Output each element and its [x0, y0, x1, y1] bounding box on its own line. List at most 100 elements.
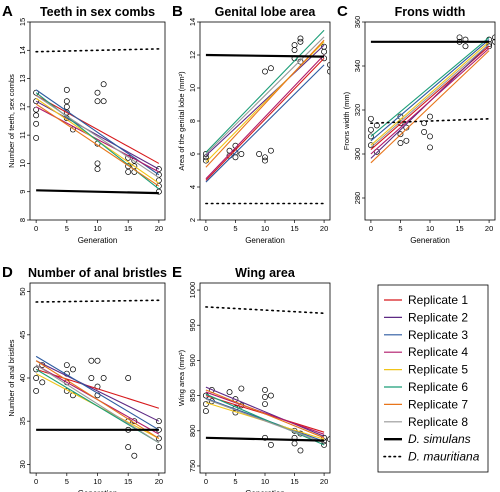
y-tick-label: 340 [353, 60, 362, 73]
mauritiana-line [370, 118, 490, 124]
panel-e: E Wing area 0 5 10 15 20 750 800 850 900 950 1000 Gen… [172, 264, 331, 492]
plot-area [33, 299, 162, 459]
replicate-4-line [205, 54, 325, 180]
x-tick-label: 5 [233, 477, 237, 486]
x-tick-label: 15 [290, 477, 298, 486]
replicate-7-line [370, 50, 490, 164]
replicate-2-line [205, 386, 325, 437]
y-tick-label: 45 [18, 331, 27, 339]
replicate-7-line [35, 360, 160, 439]
replicate-8-line [35, 95, 160, 179]
data-point [327, 436, 330, 443]
data-point [492, 38, 495, 45]
data-point [262, 394, 268, 400]
data-point [262, 434, 268, 441]
data-point [100, 81, 107, 88]
data-point [155, 444, 162, 451]
y-tick-label: 35 [18, 417, 27, 425]
y-axis-label: Frons width (mm) [342, 91, 351, 150]
data-point [94, 98, 101, 105]
replicate-6-line [35, 92, 160, 190]
panel-c: C Frons width 0 5 10 15 20 280 300 320 340 360 Gener… [337, 3, 496, 245]
replicate-2-line [35, 360, 160, 422]
y-tick-label: 320 [353, 104, 362, 117]
data-point [427, 133, 433, 140]
panel-a: A Teeth in sex combs 0 5 10 15 20 8 9 10 11 12 13 14 1… [2, 3, 166, 245]
data-point [33, 388, 40, 394]
legend-label: Replicate 2 [408, 310, 468, 324]
data-point [33, 375, 40, 381]
replicate-2-line [205, 44, 325, 157]
data-point [94, 357, 101, 364]
data-point [267, 65, 274, 72]
data-point [297, 38, 304, 45]
x-tick-label: 0 [34, 224, 38, 233]
replicate-8-line [370, 43, 490, 148]
x-axis-label: Generation [245, 236, 285, 245]
data-point [421, 120, 428, 127]
x-axis-label: Generation [78, 236, 118, 245]
x-tick-label: 15 [124, 224, 132, 233]
data-point [462, 43, 469, 50]
data-point [63, 362, 70, 368]
y-tick-label: 800 [188, 425, 197, 438]
plot-area [367, 34, 495, 164]
y-tick-label: 4 [188, 185, 197, 189]
data-point [131, 452, 138, 459]
x-axis-label: Generation [245, 489, 285, 492]
x-tick-label: 0 [369, 224, 373, 233]
replicate-6-line [205, 29, 325, 153]
x-axis-label: Generation [78, 489, 118, 492]
replicate-5-line [370, 41, 490, 146]
replicate-3-line [35, 355, 160, 431]
replicate-6-line [205, 393, 325, 446]
x-tick-label: 0 [204, 224, 208, 233]
data-point [427, 113, 433, 120]
y-axis-label: Area of the genital lobe (mm²) [177, 71, 186, 171]
y-tick-label: 6 [188, 152, 197, 156]
data-point [267, 392, 274, 399]
x-tick-label: 0 [34, 477, 38, 486]
y-tick-label: 10 [188, 84, 197, 92]
legend: Replicate 1 Replicate 2 Replicate 3 Replica… [377, 284, 489, 473]
x-tick-label: 20 [155, 224, 163, 233]
replicate-3-line [205, 64, 325, 183]
data-point [125, 375, 132, 381]
panel-title: Teeth in sex combs [40, 5, 155, 19]
data-point [202, 157, 209, 164]
x-tick-label: 20 [320, 477, 328, 486]
data-point [256, 151, 263, 157]
data-point [262, 401, 268, 407]
x-tick-label: 10 [426, 224, 434, 233]
x-tick-label: 5 [398, 224, 402, 233]
legend-label: Replicate 6 [408, 380, 468, 394]
panel-title: Number of anal bristles [28, 266, 167, 280]
legend-box [377, 284, 489, 473]
data-point [125, 168, 132, 175]
data-point [70, 366, 76, 373]
data-point [397, 131, 404, 138]
x-tick-label: 20 [485, 224, 493, 233]
data-point [421, 129, 428, 135]
x-tick-label: 0 [204, 477, 208, 486]
data-point [262, 68, 268, 75]
data-point [367, 126, 374, 133]
data-point [155, 435, 162, 442]
panel-letter: A [2, 3, 13, 20]
plot-area [202, 29, 330, 205]
legend-label: Replicate 3 [408, 328, 468, 342]
y-tick-label: 300 [353, 148, 362, 161]
data-point [33, 135, 40, 141]
y-tick-label: 10 [18, 159, 27, 167]
data-point [33, 112, 40, 119]
y-axis-label: Wing area (mm²) [177, 349, 186, 406]
x-tick-label: 15 [124, 477, 132, 486]
y-axis-label: Number of teeth, sex combs [7, 74, 16, 168]
replicate-8-line [205, 398, 325, 444]
data-point [39, 379, 46, 386]
panel-b: B Genital lobe area 0 5 10 15 20 2 4 6 8 10 12 14 Gene… [172, 3, 331, 245]
y-tick-label: 14 [18, 46, 27, 54]
x-tick-label: 15 [455, 224, 463, 233]
y-tick-label: 8 [188, 119, 197, 123]
replicate-1-line [205, 57, 325, 181]
